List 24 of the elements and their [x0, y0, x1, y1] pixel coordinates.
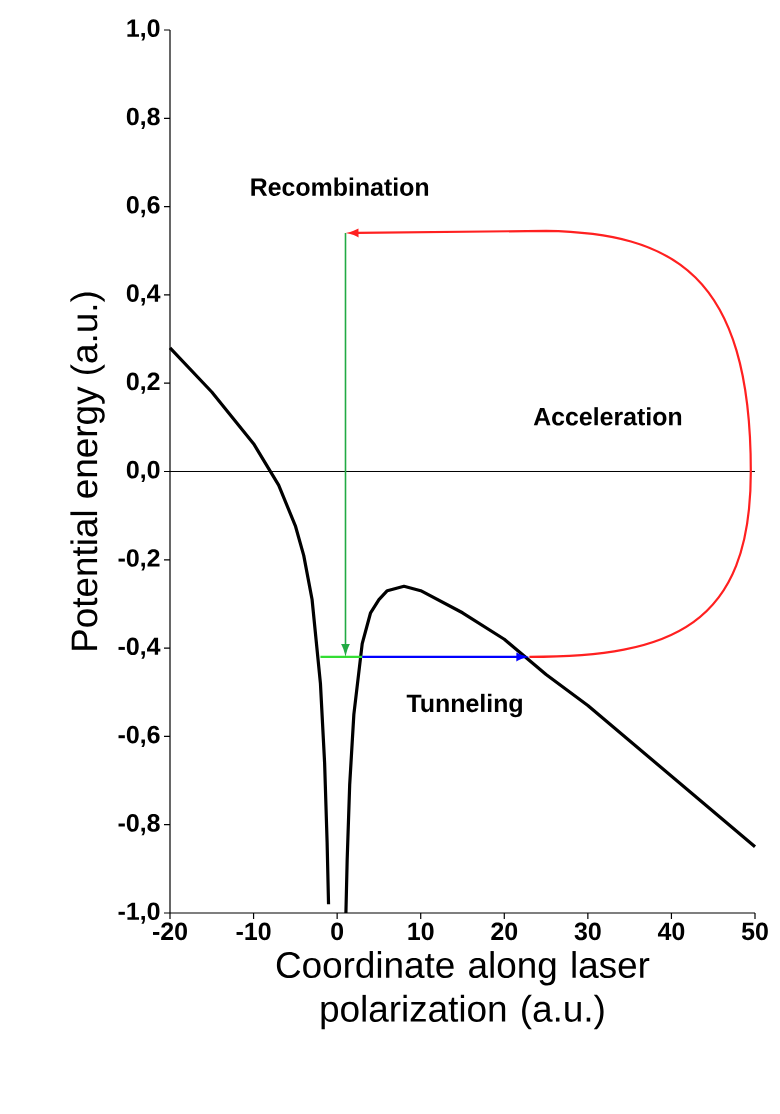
- y-tick-label: -1,0: [118, 902, 160, 924]
- annotation: Acceleration: [533, 407, 682, 426]
- x-tick-label: 20: [491, 922, 518, 941]
- x-tick-label: 40: [657, 922, 685, 941]
- annotation: Recombination: [251, 177, 429, 196]
- y-tick-label: -0,8: [118, 814, 160, 836]
- x-tick-label: 30: [574, 922, 601, 941]
- y-tick-label: 0,4: [126, 284, 161, 306]
- x-tick-label: 0: [331, 922, 344, 941]
- x-tick-label: 10: [408, 922, 434, 941]
- y-tick-label: 1,0: [127, 19, 160, 41]
- y-axis-title: Potential energy (a.u.): [70, 292, 105, 650]
- annotation: Tunneling: [406, 693, 522, 718]
- y-tick-label: 0,8: [126, 107, 160, 129]
- x-tick-label: 50: [741, 922, 768, 941]
- x-axis-title: Coordinate along laser polarization (a.u.): [276, 951, 650, 1030]
- y-tick-label: -0,4: [118, 637, 161, 659]
- y-tick-label: 0,6: [126, 195, 160, 218]
- y-tick-label: 0,0: [126, 460, 160, 483]
- x-tick-label: -20: [152, 922, 187, 941]
- y-tick-label: -0,2: [118, 549, 160, 571]
- x-tick-label: -10: [236, 922, 271, 941]
- y-tick-label: -0,6: [118, 725, 160, 748]
- y-tick-label: 0,2: [126, 372, 160, 394]
